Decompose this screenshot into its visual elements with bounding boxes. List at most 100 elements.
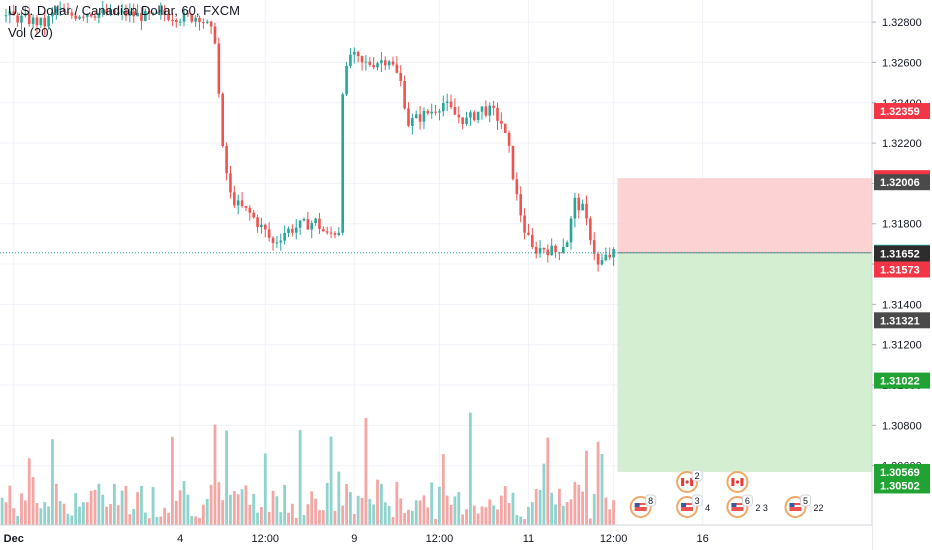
volume-bar (248, 504, 252, 525)
volume-bar (89, 490, 93, 525)
candle (275, 235, 279, 248)
price-tick-label: 1.32200 (882, 138, 922, 150)
volume-bar (82, 502, 85, 525)
candle-body (407, 108, 410, 126)
candle (430, 103, 433, 119)
candle-body (414, 114, 418, 119)
volume-bar (0, 497, 4, 525)
candle-body (35, 17, 39, 26)
candle (337, 227, 341, 237)
candle (178, 18, 182, 26)
candle (577, 193, 581, 219)
volume-bars (0, 412, 615, 525)
volume-bar (422, 495, 426, 525)
candle-body (39, 17, 43, 26)
event-ca-icon: 2 (676, 469, 703, 493)
volume-bar (27, 458, 31, 525)
volume-bar (399, 498, 403, 525)
event-count-bubble (645, 494, 657, 507)
volume-bar (302, 515, 306, 525)
volume-bar (608, 509, 612, 525)
candle (438, 108, 441, 121)
candle (171, 12, 174, 27)
candle-body (310, 223, 314, 230)
candle-body (97, 13, 101, 18)
candle (47, 14, 50, 30)
volume-bar (221, 500, 225, 525)
candle (329, 226, 333, 239)
volume-bar (519, 516, 523, 525)
candle (399, 65, 403, 87)
candle-body (202, 22, 205, 24)
candle-body (550, 245, 553, 256)
candle (592, 232, 596, 261)
time-axis-background (0, 525, 872, 550)
volume-bar (97, 483, 101, 525)
candle-body (561, 246, 565, 253)
candle (27, 7, 31, 27)
candle (558, 251, 561, 261)
candle (147, 8, 151, 20)
candle-body (372, 64, 375, 68)
volume-bar (85, 502, 89, 525)
candle (174, 18, 178, 28)
candle-body (604, 254, 608, 261)
volume-bar (54, 483, 58, 525)
volume-bar (492, 505, 496, 525)
candle (256, 214, 259, 233)
flag-band-left (681, 478, 685, 486)
price-label-badge: 1.31573 (874, 261, 930, 278)
candle (434, 104, 437, 116)
candle-body (302, 218, 306, 221)
candle-body (484, 106, 488, 116)
candle (12, 4, 16, 16)
candle (449, 94, 453, 110)
candle-body (248, 207, 252, 213)
event-count-bubble (691, 494, 703, 507)
candle-body (503, 123, 507, 133)
candle (155, 11, 159, 15)
candle (383, 56, 387, 71)
volume-bar (391, 517, 395, 525)
volume-bar (287, 512, 290, 525)
volume-bar (112, 483, 116, 525)
candle (70, 8, 74, 20)
candle (515, 172, 519, 201)
volume-bar (217, 482, 221, 525)
candle (97, 12, 101, 24)
candle-body (144, 10, 147, 21)
candle (341, 92, 344, 236)
candle-body (16, 15, 19, 23)
candle-body (353, 51, 356, 55)
candle-body (577, 197, 581, 211)
candle (457, 106, 461, 124)
candle (445, 93, 449, 112)
volume-bar (244, 485, 248, 525)
volume-bar (395, 481, 399, 525)
volume-bar (167, 512, 170, 525)
candle (612, 247, 615, 266)
volume-bar (124, 485, 128, 525)
candle (144, 8, 147, 22)
volume-bar (352, 513, 356, 525)
volume-bar (507, 503, 511, 525)
candle-body (325, 231, 329, 233)
candle (283, 225, 286, 245)
volume-bar (329, 436, 333, 525)
volume-bar (527, 506, 530, 525)
volume-bar (349, 492, 352, 525)
volume-bar (109, 504, 112, 525)
candle-body (120, 10, 124, 13)
candle (527, 223, 530, 236)
candle-body (438, 111, 441, 113)
candle (252, 210, 255, 219)
candle (461, 117, 464, 130)
volume-bar (554, 504, 557, 525)
candle (120, 4, 124, 21)
candle (279, 233, 283, 251)
volume-bar (147, 518, 151, 525)
volume-bar (66, 513, 70, 525)
volume-bar (240, 489, 244, 525)
